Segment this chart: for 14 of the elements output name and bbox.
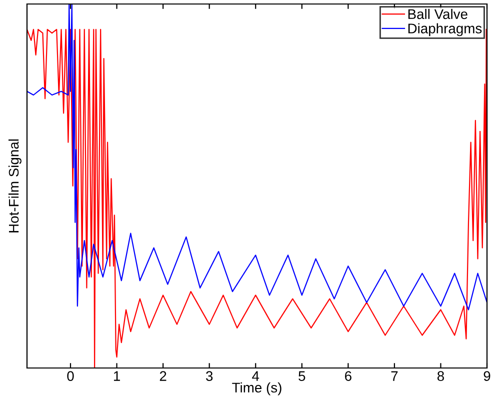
x-tick-label: 1: [114, 371, 120, 381]
x-tick-label: 6: [345, 371, 352, 381]
x-tick-label: 9: [484, 371, 490, 381]
x-tick-label: 8: [437, 371, 444, 381]
x-tick-label: 5: [298, 371, 306, 381]
x-tick-label: 0: [67, 371, 74, 381]
y-axis-title: Hot-Film Signal: [8, 139, 22, 232]
x-tick-label: 3: [206, 371, 213, 381]
x-tick-label: 7: [391, 371, 398, 381]
x-tick-label: 2: [160, 371, 166, 381]
x-tick-label: 4: [252, 371, 260, 381]
legend-label: Diaphragms: [408, 23, 482, 36]
legend-label: Ball Valve: [408, 8, 468, 20]
x-axis-title: Time (s): [232, 382, 282, 396]
